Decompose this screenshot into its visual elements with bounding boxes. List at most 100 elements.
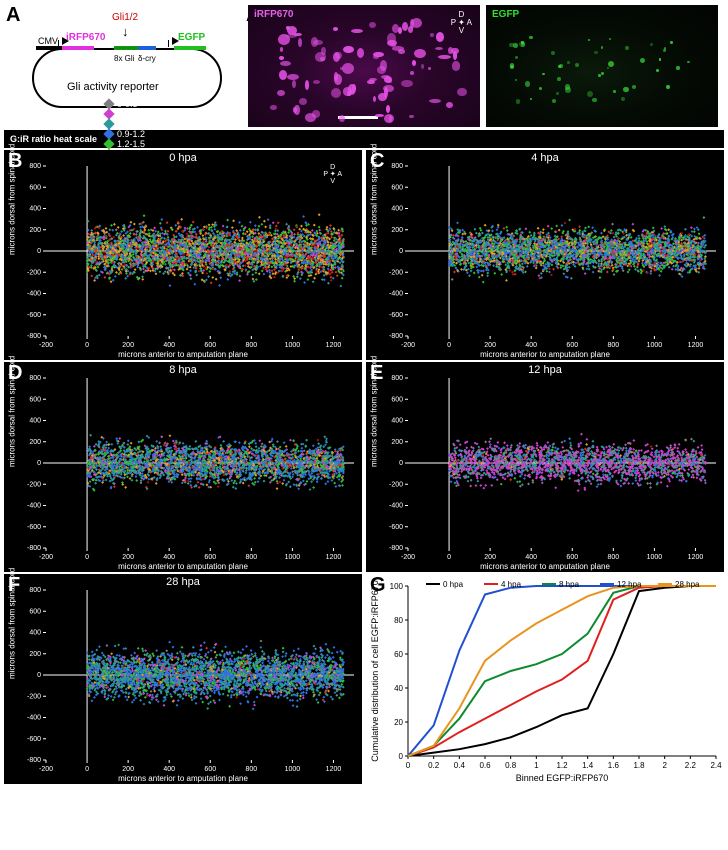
cell-blob bbox=[575, 63, 579, 67]
x-axis-label: microns anterior to amputation plane bbox=[118, 562, 248, 571]
cell-blob bbox=[607, 67, 609, 69]
cell-blob bbox=[377, 66, 386, 74]
panel-c-label: C bbox=[370, 150, 384, 173]
svg-text:800: 800 bbox=[607, 342, 619, 349]
cell-blob bbox=[516, 99, 521, 104]
cell-blob bbox=[556, 92, 559, 95]
heatscale-range: 0.9-1.2 bbox=[117, 129, 145, 139]
svg-text:400: 400 bbox=[391, 206, 403, 213]
cell-blob bbox=[609, 38, 611, 40]
cell-blob bbox=[305, 113, 316, 122]
seg-8xgli bbox=[114, 46, 138, 50]
cell-blob bbox=[542, 73, 544, 75]
scatter-title: 8 hpa bbox=[169, 364, 197, 376]
cell-blob bbox=[333, 27, 338, 31]
cell-blob bbox=[525, 81, 530, 86]
cell-blob bbox=[367, 80, 375, 85]
cell-blob bbox=[342, 63, 354, 74]
label-8xgli: 8x Gli bbox=[114, 54, 134, 63]
x-axis-label: microns anterior to amputation plane bbox=[480, 562, 610, 571]
scatter-title: 0 hpa bbox=[169, 152, 197, 164]
svg-text:200: 200 bbox=[391, 227, 403, 234]
cell-blob bbox=[687, 61, 690, 64]
cell-blob bbox=[373, 55, 379, 59]
cell-blob bbox=[315, 52, 327, 62]
cell-blob bbox=[601, 46, 604, 49]
svg-text:600: 600 bbox=[29, 184, 41, 191]
cell-blob bbox=[305, 80, 309, 90]
heatscale-range: 0.3-0.6 bbox=[117, 109, 145, 119]
plasmid-caption: Gli activity reporter bbox=[67, 81, 159, 93]
svg-text:1000: 1000 bbox=[285, 342, 301, 349]
panel-a-label: A bbox=[6, 4, 20, 27]
svg-text:200: 200 bbox=[484, 342, 496, 349]
svg-text:600: 600 bbox=[566, 342, 578, 349]
cell-blob bbox=[388, 79, 393, 83]
heatscale-bin: 0.9-1.2 bbox=[105, 129, 145, 139]
panel-b-label: B bbox=[8, 150, 22, 173]
svg-text:200: 200 bbox=[29, 227, 41, 234]
svg-text:600: 600 bbox=[204, 342, 216, 349]
heatscale-bin: 0.6-0.9 bbox=[105, 119, 145, 129]
cell-blob bbox=[640, 58, 645, 63]
cell-blob bbox=[357, 48, 364, 58]
heatscale-range: 0-0.3 bbox=[117, 99, 138, 109]
cell-blob bbox=[613, 90, 616, 93]
cell-blob bbox=[438, 55, 450, 59]
cell-blob bbox=[530, 98, 532, 100]
x-axis-label: microns anterior to amputation plane bbox=[480, 350, 610, 359]
svg-text:1200: 1200 bbox=[326, 342, 342, 349]
cell-blob bbox=[414, 49, 425, 58]
cell-blob bbox=[435, 47, 443, 50]
svg-text:-800: -800 bbox=[27, 333, 41, 340]
cell-blob bbox=[286, 34, 296, 38]
cell-blob bbox=[659, 58, 661, 60]
cell-blob bbox=[384, 114, 394, 123]
heatscale-range: 1.2-1.5 bbox=[117, 139, 145, 149]
svg-text:600: 600 bbox=[391, 184, 403, 191]
cell-blob bbox=[436, 32, 444, 42]
cell-blob bbox=[313, 40, 323, 45]
svg-text:-200: -200 bbox=[27, 269, 41, 276]
cell-blob bbox=[280, 61, 291, 66]
cell-blob bbox=[670, 41, 674, 45]
svg-text:800: 800 bbox=[391, 163, 403, 170]
svg-text:400: 400 bbox=[525, 342, 537, 349]
seg-egfp bbox=[174, 46, 206, 50]
cell-blob bbox=[279, 56, 284, 60]
scatter-title: 4 hpa bbox=[531, 152, 559, 164]
cell-blob bbox=[351, 29, 363, 34]
cell-blob bbox=[412, 60, 416, 66]
cell-blob bbox=[270, 105, 277, 110]
cell-blob bbox=[428, 67, 431, 71]
cell-blob bbox=[451, 48, 458, 54]
cell-blob bbox=[594, 51, 598, 55]
cell-blob bbox=[378, 93, 387, 102]
cell-blob bbox=[335, 52, 342, 59]
cell-blob bbox=[277, 90, 285, 96]
cell-blob bbox=[666, 85, 670, 89]
cell-blob bbox=[551, 51, 555, 55]
panel-f-label: F bbox=[8, 574, 20, 597]
svg-text:1200: 1200 bbox=[688, 342, 704, 349]
image-egfp-label: EGFP bbox=[492, 9, 519, 20]
cell-blob bbox=[515, 79, 517, 81]
cell-blob bbox=[343, 87, 353, 95]
svg-text:-600: -600 bbox=[389, 312, 403, 319]
svg-text:0: 0 bbox=[399, 248, 403, 255]
cell-blob bbox=[676, 66, 679, 69]
svg-text:0: 0 bbox=[37, 248, 41, 255]
image-egfp: EGFP bbox=[486, 5, 718, 127]
cell-blob bbox=[632, 85, 637, 90]
cell-blob bbox=[429, 99, 440, 103]
label-gli12: Gli1/2 bbox=[112, 12, 138, 23]
scatter-panel-b: -200020040060080010001200-800-600-400-20… bbox=[4, 150, 362, 360]
cell-blob bbox=[623, 87, 629, 93]
compass-icon: DP ✦ AV bbox=[323, 164, 342, 185]
svg-text:-800: -800 bbox=[389, 333, 403, 340]
cell-blob bbox=[567, 61, 570, 64]
cell-blob bbox=[339, 115, 345, 123]
cell-blob bbox=[298, 38, 302, 47]
cell-blob bbox=[513, 43, 517, 47]
cell-blob bbox=[279, 70, 287, 80]
